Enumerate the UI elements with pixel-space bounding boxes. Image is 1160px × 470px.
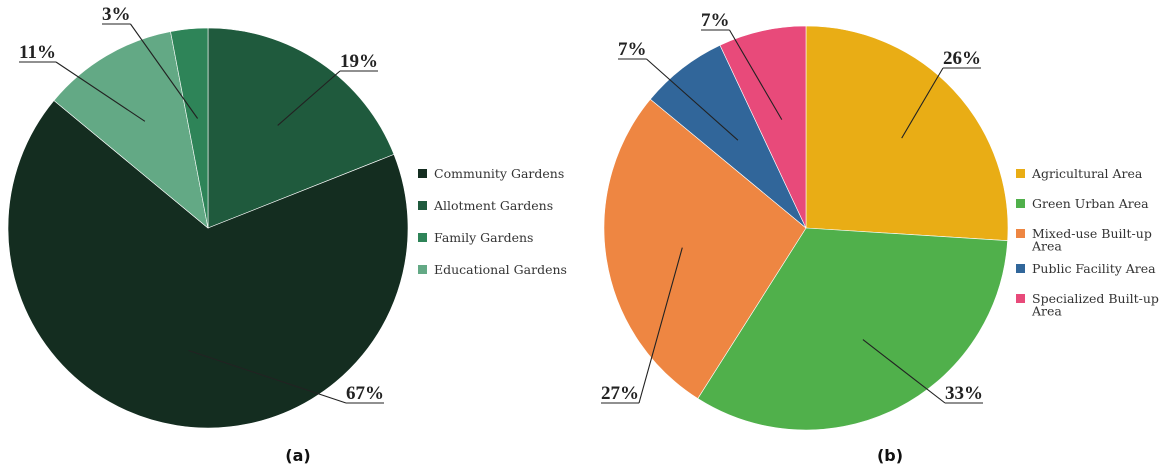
legend-item-specialized-built-up-area: Specialized Built-up Area [1016, 291, 1159, 319]
legend-swatch-community-gardens [418, 169, 427, 178]
pie-a-leader-lines [19, 23, 384, 404]
legend-swatch-mixed-use-built-up-area [1016, 229, 1025, 238]
legend-swatch-family-gardens [418, 233, 427, 242]
pie-slice-educational-gardens [53, 31, 209, 229]
value-label-public-facility-area: 7% [618, 39, 647, 60]
legend-label-public-facility-area: Public Facility Area [1032, 261, 1156, 276]
leader-line-mixed-use-built-up-area [601, 247, 683, 404]
leader-line-family-gardens [102, 23, 199, 119]
pie-slice-specialized-built-up-area [719, 25, 807, 229]
leader-line-green-urban-area [862, 339, 983, 404]
pie-a-value-labels: 19% 67% 11% 3% [19, 4, 384, 404]
leader-line-educational-gardens [19, 61, 146, 122]
value-label-specialized-built-up-area: 7% [701, 10, 730, 31]
legend-item-public-facility-area: Public Facility Area [1016, 261, 1156, 276]
pie-b-slices [603, 25, 1009, 431]
leader-line-specialized-built-up-area [701, 29, 783, 120]
legend-item-allotment-gardens: Allotment Gardens [418, 198, 553, 213]
pie-slice-agricultural-area [805, 25, 1009, 241]
legend-item-mixed-use-built-up-area: Mixed-use Built-up Area [1016, 226, 1152, 254]
legend-label-green-urban-area: Green Urban Area [1032, 196, 1149, 211]
pie-slice-community-gardens [7, 100, 409, 429]
legend-item-community-gardens: Community Gardens [418, 166, 564, 181]
pie-slice-mixed-use-built-up-area [603, 98, 807, 399]
leader-line-community-gardens [188, 349, 384, 404]
caption-a: (a) [285, 446, 310, 465]
pie-b-legend: Agricultural Area Green Urban Area Mixed-u… [1016, 166, 1159, 319]
legend-item-agricultural-area: Agricultural Area [1016, 166, 1143, 181]
value-label-community-gardens: 67% [346, 383, 384, 404]
legend-swatch-educational-gardens [418, 265, 427, 274]
pie-chart-a: 19% 67% 11% 3% Community Gardens Allotment G… [7, 4, 567, 465]
value-label-educational-gardens: 11% [19, 42, 56, 63]
pie-slice-green-urban-area [697, 227, 1008, 431]
legend-label-educational-gardens: Educational Gardens [434, 262, 567, 277]
legend-swatch-specialized-built-up-area [1016, 294, 1025, 303]
legend-label-agricultural-area: Agricultural Area [1031, 166, 1143, 181]
pie-b-value-labels: 26% 33% 27% 7% 7% [601, 10, 983, 404]
value-label-family-gardens: 3% [102, 4, 131, 25]
value-label-agricultural-area: 26% [943, 48, 981, 69]
legend-swatch-public-facility-area [1016, 264, 1025, 273]
leader-line-public-facility-area [618, 58, 739, 141]
legend-swatch-green-urban-area [1016, 199, 1025, 208]
value-label-green-urban-area: 33% [945, 383, 983, 404]
leader-line-agricultural-area [901, 67, 981, 139]
value-label-allotment-gardens: 19% [340, 51, 378, 72]
legend-swatch-allotment-gardens [418, 201, 427, 210]
pie-slice-allotment-gardens [207, 27, 395, 229]
pie-b-leader-lines [601, 29, 983, 404]
legend-item-green-urban-area: Green Urban Area [1016, 196, 1149, 211]
legend-item-family-gardens: Family Gardens [418, 230, 533, 245]
legend-label-community-gardens: Community Gardens [434, 166, 564, 181]
value-label-mixed-use-built-up-area: 27% [601, 383, 639, 404]
legend-label-mixed-use-built-up-area: Mixed-use Built-up Area [1031, 226, 1152, 254]
leader-line-allotment-gardens [277, 70, 378, 126]
legend-swatch-agricultural-area [1016, 169, 1025, 178]
legend-item-educational-gardens: Educational Gardens [418, 262, 567, 277]
pie-slice-family-gardens [170, 27, 209, 229]
legend-label-allotment-gardens: Allotment Gardens [433, 198, 553, 213]
caption-b: (b) [877, 446, 903, 465]
pie-a-legend: Community Gardens Allotment Gardens Family… [418, 166, 567, 277]
legend-label-specialized-built-up-area: Specialized Built-up Area [1031, 291, 1159, 319]
pie-a-slices [7, 27, 409, 429]
legend-label-family-gardens: Family Gardens [434, 230, 533, 245]
pie-chart-b: 26% 33% 27% 7% 7% Agricultural Area Green Urb… [601, 10, 1159, 465]
